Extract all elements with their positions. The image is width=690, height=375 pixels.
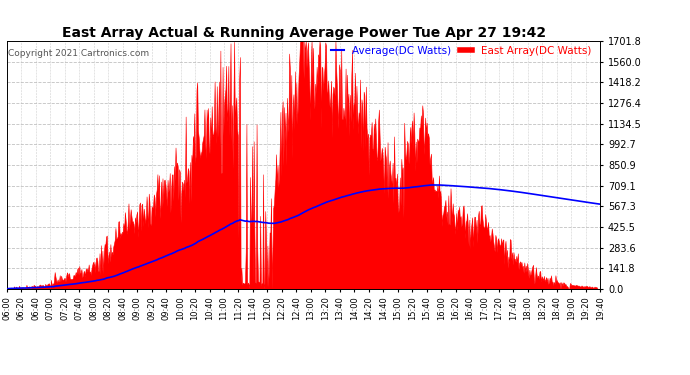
- Legend: Average(DC Watts), East Array(DC Watts): Average(DC Watts), East Array(DC Watts): [327, 42, 595, 60]
- Title: East Array Actual & Running Average Power Tue Apr 27 19:42: East Array Actual & Running Average Powe…: [61, 26, 546, 40]
- Text: Copyright 2021 Cartronics.com: Copyright 2021 Cartronics.com: [8, 49, 149, 58]
